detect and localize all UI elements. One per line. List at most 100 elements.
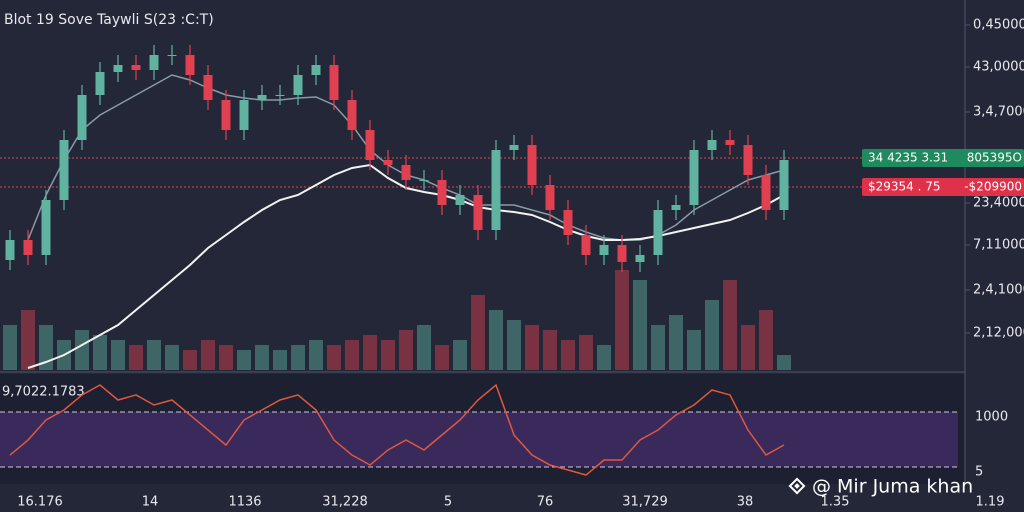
watermark-group: @ Mir Juma khan — [788, 476, 973, 498]
rsi-tick-label: 5 — [975, 465, 983, 480]
y-tick-label: 2,4,1000 — [973, 283, 1024, 298]
price-label: $29354 . 75 — [868, 180, 941, 194]
x-tick-label: 14 — [142, 495, 159, 510]
volume-bar — [453, 340, 467, 370]
volume-bar — [777, 355, 791, 370]
x-tick-label: 16.176 — [17, 495, 63, 510]
candle-body — [131, 65, 141, 70]
candle-body — [473, 195, 483, 230]
volume-bar — [165, 345, 179, 370]
volume-bar — [741, 325, 755, 370]
candle-body — [41, 200, 51, 255]
volume-bar — [255, 345, 269, 370]
candle-body — [527, 145, 537, 185]
candle-body — [545, 185, 555, 210]
candle-body — [653, 210, 663, 255]
volume-bar — [471, 295, 485, 370]
volume-bar — [111, 340, 125, 370]
chart-title: Blot 19 Sove Taywli S(23 :C:T) — [4, 12, 214, 28]
volume-bar — [687, 330, 701, 370]
candle-body — [347, 100, 357, 130]
candle-body — [509, 145, 519, 150]
price-label: -$209900 — [964, 180, 1022, 194]
volume-bar — [3, 325, 17, 370]
volume-bar — [129, 345, 143, 370]
candle-body — [311, 65, 321, 75]
y-tick-label: 0,450000 — [973, 18, 1024, 33]
candle-body — [221, 100, 231, 130]
volume-bar — [309, 340, 323, 370]
candle-body — [671, 205, 681, 210]
candle-body — [203, 75, 213, 100]
candle-body — [599, 245, 609, 255]
x-tick-label: 1136 — [228, 495, 261, 510]
candle-body — [275, 95, 285, 96]
x-tick-label: 31,228 — [322, 495, 368, 510]
volume-bar — [597, 345, 611, 370]
volume-bar — [183, 350, 197, 370]
candle-body — [455, 195, 465, 205]
volume-bar — [201, 340, 215, 370]
volume-bar — [633, 280, 647, 370]
x-tick-label: 76 — [537, 495, 554, 510]
candle-body — [689, 150, 699, 205]
candle-body — [185, 55, 195, 75]
volume-bar — [489, 310, 503, 370]
watermark-icon — [788, 477, 806, 495]
volume-bar — [345, 340, 359, 370]
volume-bar — [381, 340, 395, 370]
volume-bar — [561, 340, 575, 370]
volume-bar — [39, 325, 53, 370]
volume-bar — [75, 330, 89, 370]
y-tick-label: 43,0000 — [973, 60, 1024, 75]
y-tick-label: 7,11000 — [973, 238, 1024, 253]
x-tick-label: 31,729 — [622, 495, 668, 510]
price-label: 34 4235 3.31 — [868, 151, 948, 165]
volume-bar — [93, 335, 107, 370]
rsi-tick-label: 1000 — [975, 409, 1008, 424]
rsi-label: 9,7022.1783 — [2, 385, 85, 400]
volume-bar — [273, 350, 287, 370]
candle-body — [365, 130, 375, 160]
volume-bar — [399, 330, 413, 370]
volume-bar — [579, 335, 593, 370]
candle-body — [23, 240, 33, 255]
candle-body — [257, 95, 267, 100]
price-label-box — [862, 149, 1024, 167]
x-tick-label: 5 — [444, 495, 452, 510]
volume-bar — [525, 325, 539, 370]
x-tick-label: 38 — [737, 495, 754, 510]
candle-body — [149, 55, 159, 70]
volume-bar — [291, 345, 305, 370]
volume-bar — [705, 300, 719, 370]
candle-body — [419, 180, 429, 181]
candle-body — [707, 140, 717, 150]
volume-bar — [615, 270, 629, 370]
volume-bar — [759, 310, 773, 370]
candle-body — [5, 240, 15, 260]
candle-body — [581, 235, 591, 255]
candle-body — [563, 210, 573, 235]
volume-bar — [363, 335, 377, 370]
rsi-line — [9, 383, 785, 476]
volume-bar — [147, 340, 161, 370]
x-tick-label: 1.35 — [821, 495, 850, 510]
candle-body — [743, 145, 753, 175]
y-tick-label: 23,4000 — [973, 196, 1024, 211]
price-label-box — [862, 178, 1024, 196]
rsi-band — [0, 411, 958, 468]
candle-body — [383, 160, 393, 165]
candle-body — [491, 150, 501, 230]
volume-bar — [327, 345, 341, 370]
volume-bar — [417, 325, 431, 370]
candle-body — [635, 255, 645, 262]
volume-bar — [723, 280, 737, 370]
candle-body — [113, 65, 123, 72]
volume-bar — [543, 330, 557, 370]
volume-bar — [435, 345, 449, 370]
volume-bar — [219, 345, 233, 370]
candle-body — [779, 160, 789, 210]
watermark: @ Mir Juma khan — [812, 476, 973, 498]
volume-bar — [21, 310, 35, 370]
